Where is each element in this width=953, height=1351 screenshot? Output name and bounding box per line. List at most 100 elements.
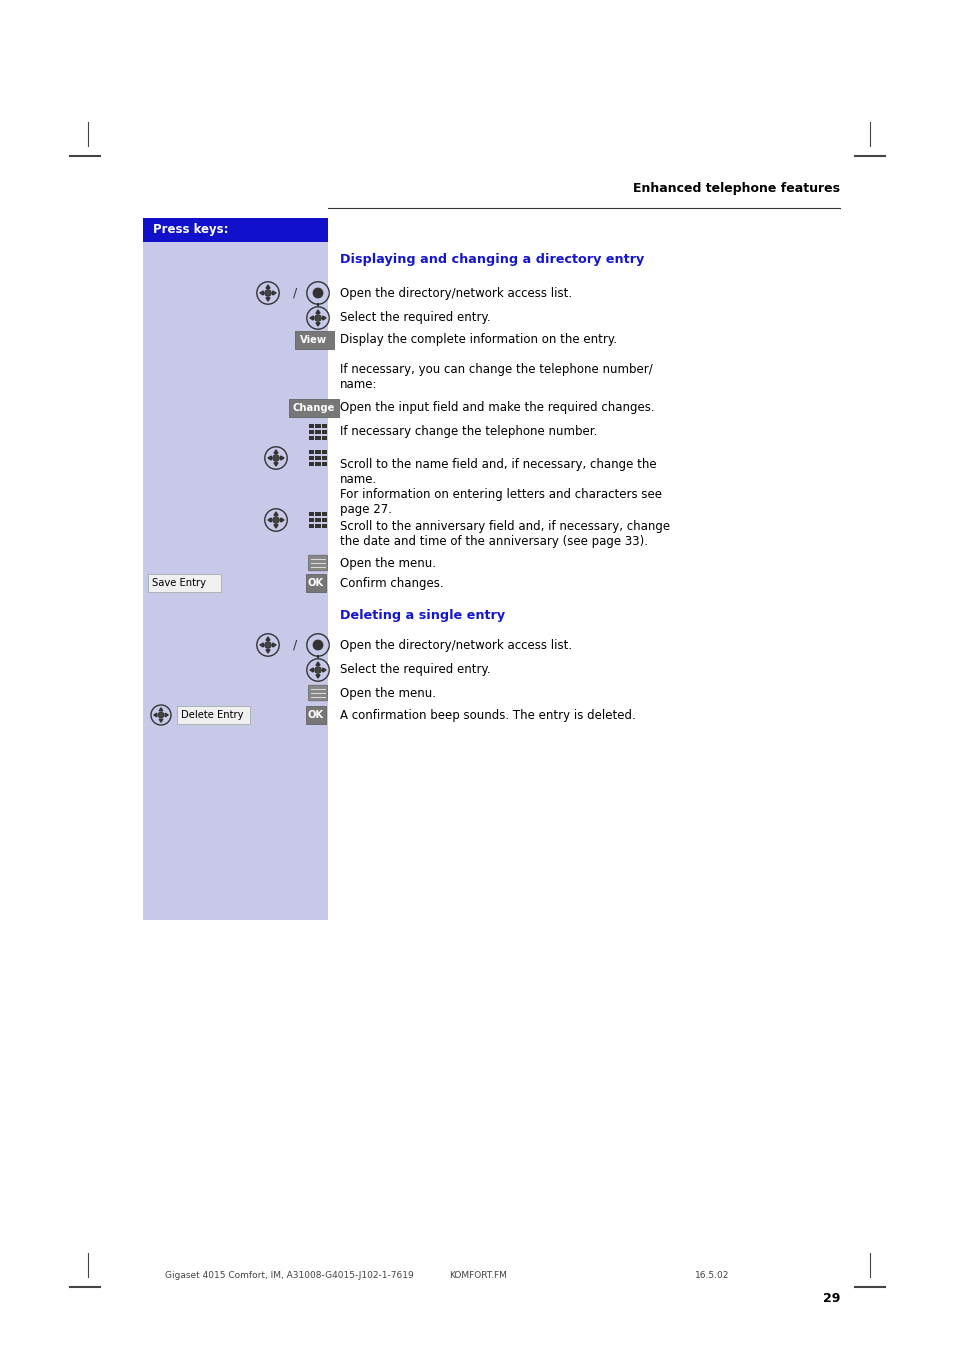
- FancyBboxPatch shape: [321, 435, 327, 440]
- FancyBboxPatch shape: [143, 218, 328, 920]
- Polygon shape: [315, 662, 319, 665]
- Polygon shape: [266, 297, 270, 301]
- Text: Open the directory/network access list.: Open the directory/network access list.: [339, 639, 572, 651]
- Polygon shape: [315, 323, 319, 326]
- FancyBboxPatch shape: [315, 455, 320, 461]
- Polygon shape: [310, 316, 313, 320]
- Circle shape: [273, 516, 279, 523]
- Polygon shape: [268, 457, 271, 461]
- Circle shape: [313, 288, 322, 297]
- Text: Deleting a single entry: Deleting a single entry: [339, 608, 504, 621]
- Polygon shape: [268, 517, 271, 521]
- Text: OK: OK: [308, 711, 324, 720]
- Polygon shape: [315, 309, 319, 313]
- Polygon shape: [274, 512, 277, 515]
- Polygon shape: [315, 674, 319, 678]
- Text: Select the required entry.: Select the required entry.: [339, 663, 490, 677]
- FancyBboxPatch shape: [176, 705, 250, 724]
- Text: Display the complete information on the entry.: Display the complete information on the …: [339, 334, 617, 346]
- Polygon shape: [273, 643, 275, 647]
- Text: /: /: [293, 639, 296, 651]
- FancyBboxPatch shape: [309, 450, 314, 454]
- FancyBboxPatch shape: [309, 430, 314, 435]
- Polygon shape: [159, 708, 163, 711]
- FancyBboxPatch shape: [309, 455, 314, 461]
- Circle shape: [158, 712, 164, 717]
- Polygon shape: [322, 667, 326, 671]
- FancyBboxPatch shape: [316, 303, 319, 307]
- Circle shape: [313, 640, 322, 650]
- FancyBboxPatch shape: [305, 705, 326, 724]
- Text: Change: Change: [293, 403, 335, 413]
- Text: A confirmation beep sounds. The entry is deleted.: A confirmation beep sounds. The entry is…: [339, 708, 635, 721]
- Text: Open the menu.: Open the menu.: [339, 557, 436, 570]
- Text: Open the menu.: Open the menu.: [339, 686, 436, 700]
- FancyBboxPatch shape: [309, 435, 314, 440]
- FancyBboxPatch shape: [309, 462, 314, 466]
- FancyBboxPatch shape: [321, 455, 327, 461]
- FancyBboxPatch shape: [321, 450, 327, 454]
- Polygon shape: [266, 650, 270, 653]
- Polygon shape: [274, 462, 277, 466]
- FancyBboxPatch shape: [309, 512, 314, 516]
- Text: /: /: [293, 286, 296, 300]
- FancyBboxPatch shape: [321, 462, 327, 466]
- Circle shape: [314, 666, 321, 673]
- Text: Confirm changes.: Confirm changes.: [339, 577, 443, 589]
- Text: 29: 29: [821, 1292, 840, 1305]
- Text: KOMFORT.FM: KOMFORT.FM: [449, 1270, 506, 1279]
- Polygon shape: [159, 719, 163, 723]
- Circle shape: [273, 455, 279, 461]
- Text: If necessary change the telephone number.: If necessary change the telephone number…: [339, 426, 597, 439]
- Polygon shape: [274, 524, 277, 528]
- Text: Select the required entry.: Select the required entry.: [339, 312, 490, 324]
- FancyBboxPatch shape: [143, 218, 328, 242]
- FancyBboxPatch shape: [315, 424, 320, 428]
- Circle shape: [314, 315, 321, 322]
- Polygon shape: [266, 285, 270, 288]
- Text: View: View: [300, 335, 327, 345]
- Polygon shape: [266, 636, 270, 640]
- FancyBboxPatch shape: [309, 517, 314, 523]
- FancyBboxPatch shape: [315, 524, 320, 528]
- Text: Scroll to the anniversary field and, if necessary, change
the date and time of t: Scroll to the anniversary field and, if …: [339, 520, 669, 549]
- FancyBboxPatch shape: [308, 555, 327, 571]
- Polygon shape: [165, 713, 168, 717]
- Text: Scroll to the name field and, if necessary, change the
name.
For information on : Scroll to the name field and, if necessa…: [339, 458, 661, 516]
- FancyBboxPatch shape: [316, 655, 319, 658]
- FancyBboxPatch shape: [309, 424, 314, 428]
- FancyBboxPatch shape: [315, 430, 320, 435]
- Polygon shape: [280, 457, 284, 461]
- FancyBboxPatch shape: [315, 450, 320, 454]
- Polygon shape: [273, 290, 275, 295]
- Polygon shape: [280, 517, 284, 521]
- FancyBboxPatch shape: [321, 524, 327, 528]
- Text: Enhanced telephone features: Enhanced telephone features: [633, 182, 840, 195]
- Circle shape: [264, 642, 271, 648]
- Text: OK: OK: [308, 578, 324, 588]
- FancyBboxPatch shape: [294, 331, 334, 349]
- FancyBboxPatch shape: [321, 517, 327, 523]
- FancyBboxPatch shape: [309, 524, 314, 528]
- FancyBboxPatch shape: [321, 512, 327, 516]
- Text: Open the directory/network access list.: Open the directory/network access list.: [339, 286, 572, 300]
- Text: Open the input field and make the required changes.: Open the input field and make the requir…: [339, 401, 654, 415]
- Polygon shape: [310, 667, 313, 671]
- FancyBboxPatch shape: [288, 400, 339, 416]
- Text: Press keys:: Press keys:: [152, 223, 229, 236]
- Polygon shape: [153, 713, 156, 717]
- Text: Delete Entry: Delete Entry: [181, 711, 243, 720]
- Circle shape: [264, 289, 271, 296]
- FancyBboxPatch shape: [315, 512, 320, 516]
- FancyBboxPatch shape: [321, 424, 327, 428]
- Polygon shape: [259, 290, 263, 295]
- Polygon shape: [259, 643, 263, 647]
- Text: Save Entry: Save Entry: [152, 578, 206, 588]
- Text: Displaying and changing a directory entry: Displaying and changing a directory entr…: [339, 254, 643, 266]
- Polygon shape: [274, 450, 277, 454]
- Text: Gigaset 4015 Comfort, IM, A31008-G4015-J102-1-7619: Gigaset 4015 Comfort, IM, A31008-G4015-J…: [165, 1270, 414, 1279]
- FancyBboxPatch shape: [315, 462, 320, 466]
- Text: 16.5.02: 16.5.02: [695, 1270, 729, 1279]
- FancyBboxPatch shape: [315, 435, 320, 440]
- FancyBboxPatch shape: [148, 574, 220, 592]
